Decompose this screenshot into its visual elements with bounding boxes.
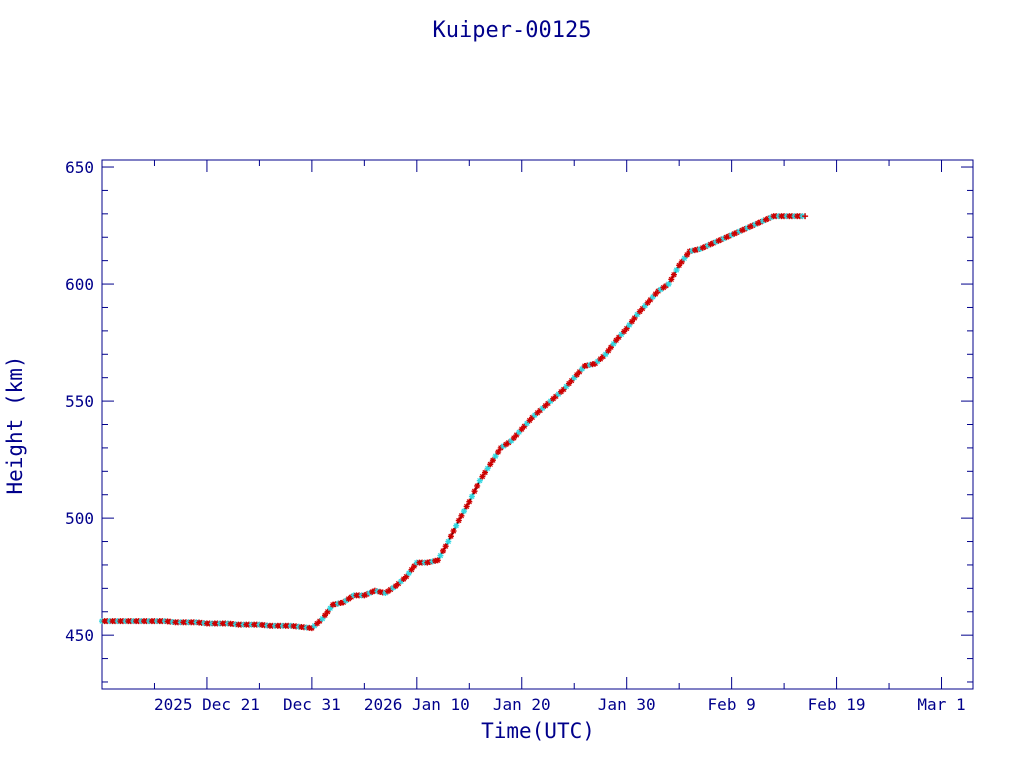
data-point — [681, 255, 688, 262]
x-tick-label: Feb 9 — [708, 695, 756, 714]
y-tick-label: 550 — [65, 392, 94, 411]
data-point — [437, 552, 444, 559]
data-point — [487, 461, 494, 468]
y-ticks — [102, 166, 973, 683]
data-point — [434, 557, 441, 564]
data-point — [605, 347, 612, 354]
data-point — [327, 605, 334, 612]
data-point — [684, 251, 691, 258]
data-point — [602, 351, 609, 358]
x-tick-label: Jan 30 — [598, 695, 656, 714]
data-point — [405, 570, 412, 577]
data-point — [447, 533, 454, 540]
chart-title: Kuiper-00125 — [433, 18, 592, 43]
data-point — [476, 477, 483, 484]
x-tick-label: 2026 Jan 10 — [364, 695, 470, 714]
data-point — [678, 258, 685, 265]
data-point — [492, 453, 499, 460]
data-point — [482, 469, 489, 476]
data-point — [321, 612, 328, 619]
y-tick-label: 650 — [65, 158, 94, 177]
y-tick-label: 500 — [65, 509, 94, 528]
x-tick-label: 2025 Dec 21 — [154, 695, 260, 714]
x-tick-labels: 2025 Dec 21 Dec 31 2026 Jan 10 Jan 20 Jan 30… — [154, 695, 966, 714]
series-line — [102, 215, 806, 629]
data-point — [802, 213, 809, 220]
series-points — [99, 213, 809, 632]
y-tick-labels: 450 500 550 600 650 — [65, 158, 94, 645]
data-point — [324, 608, 331, 615]
x-tick-label: Dec 31 — [283, 695, 341, 714]
data-point — [607, 344, 614, 351]
data-point — [403, 573, 410, 580]
data-point — [665, 281, 672, 288]
x-ticks — [101, 160, 943, 689]
x-tick-label: Mar 1 — [917, 695, 965, 714]
data-point — [471, 488, 478, 495]
data-point — [453, 522, 460, 529]
data-point — [463, 503, 470, 510]
data-point — [411, 563, 418, 570]
data-point — [610, 340, 617, 347]
data-point — [631, 314, 638, 321]
data-point — [623, 325, 630, 332]
data-point — [461, 508, 468, 515]
data-point — [495, 449, 502, 456]
x-tick-label: Jan 20 — [493, 695, 551, 714]
data-point — [450, 528, 457, 535]
data-point — [440, 547, 447, 554]
data-point — [468, 493, 475, 500]
data-point — [670, 271, 677, 278]
data-point — [668, 276, 675, 283]
data-point — [628, 318, 635, 325]
y-tick-label: 600 — [65, 275, 94, 294]
plot-frame — [101, 159, 974, 690]
data-point — [676, 262, 683, 269]
data-point — [479, 473, 486, 480]
data-point — [484, 465, 491, 472]
y-tick-label: 450 — [65, 626, 94, 645]
data-point — [673, 267, 680, 274]
data-point — [455, 517, 462, 524]
data-point — [408, 566, 415, 573]
data-point — [489, 457, 496, 464]
x-tick-label: Feb 19 — [808, 695, 866, 714]
data-point — [466, 498, 473, 505]
data-point — [474, 482, 481, 489]
data-point — [319, 615, 326, 622]
data-point — [442, 543, 449, 550]
y-axis-label: Height (km) — [3, 355, 27, 494]
data-point — [445, 538, 452, 545]
data-point — [626, 322, 633, 329]
x-axis-label: Time(UTC) — [481, 719, 595, 743]
data-point — [516, 429, 523, 436]
data-point — [458, 512, 465, 519]
